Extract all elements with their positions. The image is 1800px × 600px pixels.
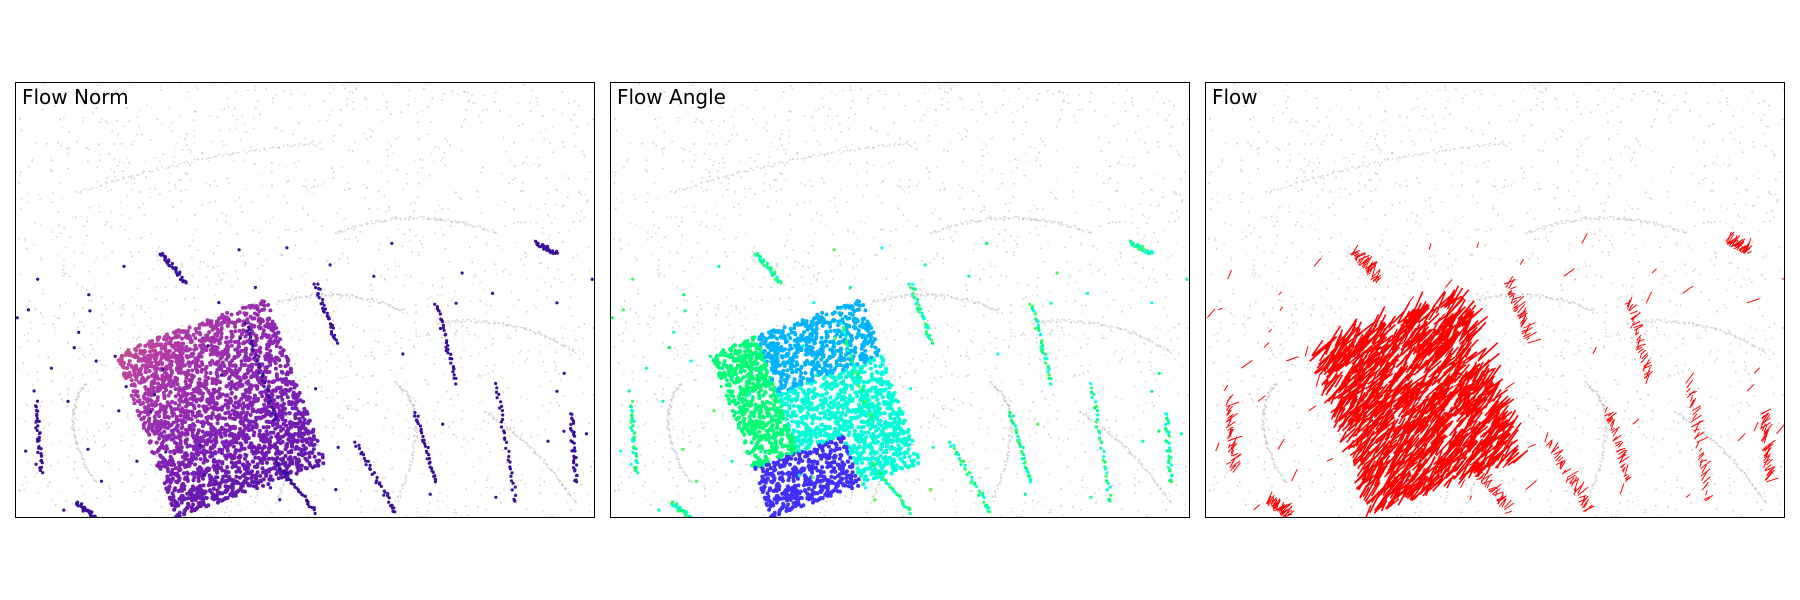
flow-angle-title: Flow Angle — [617, 85, 726, 109]
flow-vectors-title: Flow — [1212, 85, 1258, 109]
flow-angle-points — [611, 239, 1189, 517]
flow-norm-plot — [16, 83, 594, 517]
flow-norm-panel: Flow Norm — [15, 82, 595, 518]
flow-angle-panel: Flow Angle — [610, 82, 1190, 518]
flow-vector-arrows — [1206, 231, 1784, 517]
flow-vectors-plot — [1206, 83, 1784, 517]
flow-norm-title: Flow Norm — [22, 85, 129, 109]
flow-vectors-panel: Flow — [1205, 82, 1785, 518]
flow-norm-points — [16, 239, 594, 517]
flow-angle-plot — [611, 83, 1189, 517]
